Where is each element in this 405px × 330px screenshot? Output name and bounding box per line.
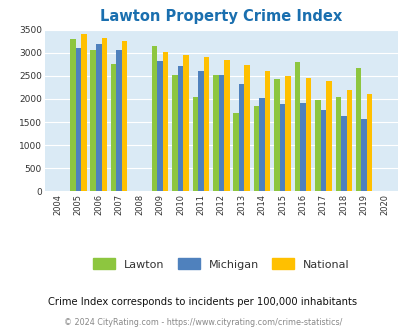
- Bar: [233, 113, 239, 191]
- Bar: [279, 104, 285, 191]
- Bar: [157, 61, 162, 191]
- Bar: [116, 50, 121, 191]
- Bar: [90, 50, 96, 191]
- Text: Crime Index corresponds to incidents per 100,000 inhabitants: Crime Index corresponds to incidents per…: [48, 297, 357, 307]
- Bar: [218, 75, 224, 191]
- Bar: [294, 62, 299, 191]
- Bar: [183, 55, 188, 191]
- Bar: [101, 38, 107, 191]
- Bar: [96, 44, 101, 191]
- Bar: [274, 79, 279, 191]
- Bar: [75, 48, 81, 191]
- Bar: [198, 71, 203, 191]
- Bar: [122, 41, 127, 191]
- Bar: [299, 103, 305, 191]
- Bar: [360, 119, 366, 191]
- Bar: [81, 34, 86, 191]
- Bar: [335, 97, 340, 191]
- Bar: [172, 75, 177, 191]
- Bar: [325, 82, 331, 191]
- Bar: [314, 100, 320, 191]
- Bar: [346, 90, 351, 191]
- Bar: [264, 71, 270, 191]
- Bar: [224, 60, 229, 191]
- Bar: [203, 57, 209, 191]
- Bar: [340, 116, 346, 191]
- Bar: [162, 52, 168, 191]
- Bar: [305, 78, 311, 191]
- Bar: [285, 76, 290, 191]
- Bar: [151, 46, 157, 191]
- Bar: [70, 39, 75, 191]
- Bar: [239, 84, 244, 191]
- Bar: [192, 97, 198, 191]
- Bar: [244, 65, 249, 191]
- Bar: [111, 64, 116, 191]
- Legend: Lawton, Michigan, National: Lawton, Michigan, National: [92, 258, 349, 270]
- Bar: [366, 94, 371, 191]
- Bar: [355, 68, 360, 191]
- Text: © 2024 CityRating.com - https://www.cityrating.com/crime-statistics/: © 2024 CityRating.com - https://www.city…: [64, 318, 341, 327]
- Bar: [253, 106, 259, 191]
- Bar: [320, 110, 325, 191]
- Bar: [213, 75, 218, 191]
- Bar: [177, 66, 183, 191]
- Bar: [259, 98, 264, 191]
- Title: Lawton Property Crime Index: Lawton Property Crime Index: [100, 9, 341, 24]
